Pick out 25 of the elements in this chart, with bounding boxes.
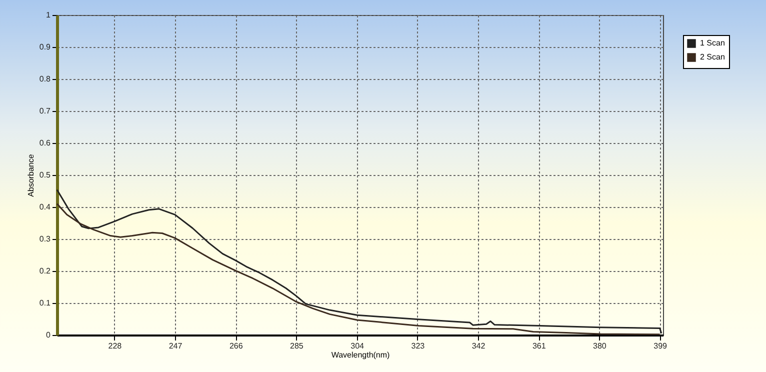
legend-label: 2 Scan: [700, 52, 725, 62]
y-tick-label: 0.7: [39, 106, 52, 116]
y-tick-label: 0.5: [39, 170, 52, 180]
y-tick-label: 0: [46, 330, 52, 340]
x-tick-label: 266: [229, 342, 244, 350]
x-tick-label: 285: [290, 342, 304, 350]
y-tick-label: 0.8: [39, 74, 52, 84]
x-tick-label: 247: [168, 342, 183, 350]
x-tick-label: 342: [472, 342, 486, 350]
y-tick-label: 0.1: [39, 298, 52, 308]
x-tick-label: 304: [350, 342, 365, 350]
y-tick-label: 0.9: [39, 42, 52, 52]
x-tick-label: 399: [654, 342, 668, 350]
y-tick-label: 0.4: [39, 202, 52, 212]
x-tick-label: 323: [411, 342, 426, 350]
legend-label: 1 Scan: [700, 38, 725, 48]
y-tick-label: 0.3: [39, 234, 52, 244]
x-axis-title: Wavelength(nm): [331, 350, 390, 360]
y-tick-label: 1: [46, 10, 52, 20]
x-tick-label: 228: [108, 342, 122, 350]
x-tick-label: 380: [593, 342, 607, 350]
y-axis-title: Absorbance: [26, 154, 36, 197]
y-tick-label: 0.6: [39, 138, 52, 148]
x-tick-label: 361: [532, 342, 546, 350]
y-tick-label: 0.2: [39, 266, 52, 276]
